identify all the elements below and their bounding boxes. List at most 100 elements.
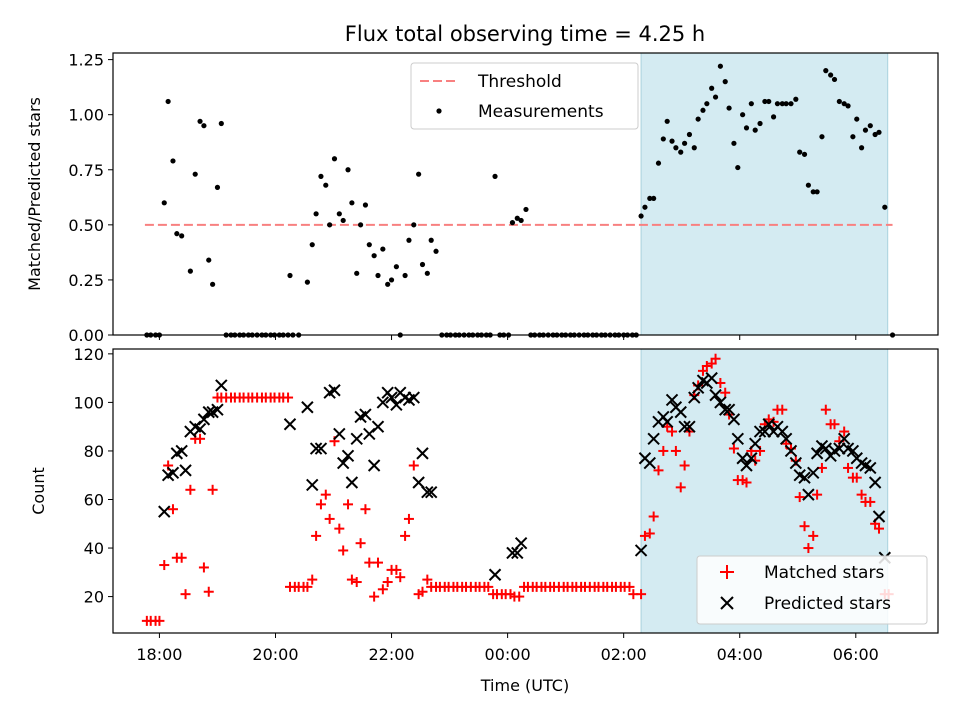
legend-threshold-label: Threshold <box>477 72 562 92</box>
matched-star-point <box>644 528 655 539</box>
predicted-star-point <box>660 415 674 429</box>
predicted-star-point <box>514 536 528 550</box>
matched-star-point <box>636 589 647 600</box>
measurement-point <box>406 237 412 243</box>
measurement-point <box>814 189 820 195</box>
measurement-point <box>673 145 679 151</box>
measurement-point <box>411 222 417 228</box>
predicted-star-point <box>762 418 775 431</box>
predicted-star-point <box>390 398 403 412</box>
measurement-point <box>357 222 364 228</box>
predicted-star-point <box>333 427 346 441</box>
bottom-xtick-label: 02:00 <box>601 645 647 664</box>
matched-star-point <box>803 543 814 554</box>
top-title: Flux total observing time = 4.25 h <box>345 22 705 46</box>
measurement-point <box>828 72 834 78</box>
measurement-point <box>192 171 198 177</box>
matched-star-point <box>856 489 867 500</box>
predicted-star-point <box>359 408 372 421</box>
measurement-point <box>704 101 710 107</box>
measurement-point <box>318 173 324 179</box>
measurement-point <box>766 98 772 105</box>
measurement-point <box>819 134 825 140</box>
predicted-star-point <box>634 544 648 557</box>
predicted-star-point <box>789 456 803 470</box>
matched-star-point <box>346 574 357 585</box>
matched-star-point <box>851 472 862 483</box>
legend-matched-swatch <box>720 565 734 579</box>
bottom-ylabel: Count <box>29 467 48 515</box>
measurement-point <box>717 63 723 69</box>
predicted-star-point <box>678 420 691 433</box>
matched-star-point <box>808 530 819 541</box>
predicted-star-point <box>674 405 687 419</box>
measurement-point <box>779 101 785 107</box>
measurement-point <box>165 98 171 105</box>
measurement-point <box>375 272 381 279</box>
matched-star-point <box>667 426 678 437</box>
measurement-point <box>655 160 662 166</box>
measurement-point <box>642 204 648 210</box>
predicted-star-point <box>385 391 398 404</box>
predicted-star-point <box>719 403 732 416</box>
matched-star-point <box>483 581 494 592</box>
predicted-star-point <box>314 442 328 455</box>
matched-star-point <box>311 530 322 541</box>
bottom-axes-frame <box>112 348 939 634</box>
measurement-point <box>349 200 355 206</box>
measurement-point <box>854 116 860 122</box>
predicted-star-point <box>722 403 736 416</box>
matched-star-point <box>307 574 318 585</box>
top-ytick-label: 0.75 <box>68 161 104 180</box>
predicted-star-point <box>306 478 319 492</box>
predicted-star-point <box>511 546 524 560</box>
predicted-star-point <box>202 405 215 419</box>
matched-star-point <box>334 523 345 534</box>
measurement-point <box>214 184 221 190</box>
predicted-star-point <box>705 371 718 385</box>
predicted-star-point <box>175 444 188 458</box>
measurement-point <box>797 149 803 155</box>
predicted-star-point <box>328 384 341 397</box>
measurement-point <box>218 120 224 127</box>
predicted-star-point <box>301 401 314 414</box>
predicted-star-point <box>341 449 355 463</box>
measurement-point <box>385 281 391 287</box>
matched-star-point <box>624 581 635 592</box>
matched-star-point <box>203 586 214 597</box>
measurement-point <box>388 277 395 283</box>
predicted-star-point <box>166 466 180 480</box>
predicted-star-point <box>158 505 171 518</box>
bottom-xlabel: Time (UTC) <box>480 676 569 695</box>
bottom-series-predicted <box>158 371 892 581</box>
matched-star-point <box>391 564 402 575</box>
predicted-star-point <box>837 432 851 446</box>
measurement-point <box>867 123 873 129</box>
legend-predicted-label: Predicted stars <box>764 594 891 614</box>
predicted-star-point <box>776 425 789 438</box>
measurement-point <box>845 103 851 109</box>
matched-star-point <box>720 387 731 398</box>
measurement-point <box>161 200 167 206</box>
bottom-xtick-label: 18:00 <box>136 645 182 664</box>
predicted-star-point <box>197 413 211 426</box>
matched-star-point <box>377 584 388 595</box>
measurement-point <box>647 195 653 202</box>
bottom-xtick-label: 20:00 <box>252 645 298 664</box>
predicted-star-point <box>745 452 758 465</box>
top-panel: 0.00 0.25 0.50 0.75 1.00 1.25 Flux total obse… <box>25 22 939 345</box>
measurement-point <box>638 213 644 219</box>
matched-star-point <box>741 477 752 488</box>
predicted-star-point <box>748 437 762 450</box>
matched-star-point <box>865 496 876 507</box>
predicted-star-point <box>846 444 860 458</box>
bottom-ticks: 18:00 20:00 22:00 00:00 02:00 04:00 06:00 20 40 6… <box>73 345 878 664</box>
bottom-ytick-label: 40 <box>84 539 104 558</box>
measurement-point <box>695 116 701 122</box>
predicted-star-point <box>714 396 727 409</box>
top-highlight-span <box>640 52 889 336</box>
predicted-star-point <box>179 464 192 477</box>
matched-star-point <box>675 482 686 493</box>
measurement-point <box>862 127 869 133</box>
measurement-point <box>726 105 732 111</box>
